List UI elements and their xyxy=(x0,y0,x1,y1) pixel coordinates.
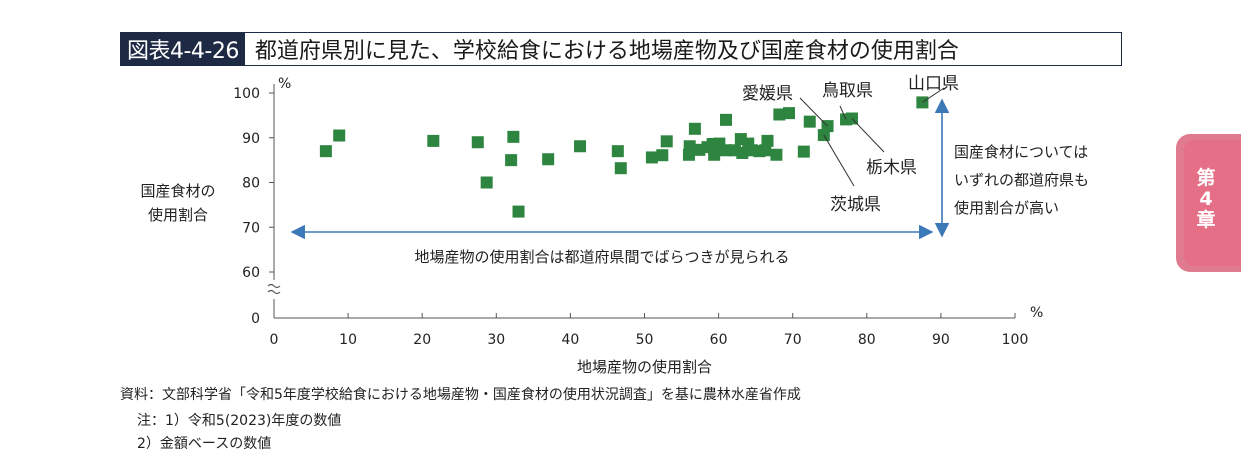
x-tick-label: 60 xyxy=(710,332,728,348)
y-tick-label: 100 xyxy=(233,86,260,102)
y-tick-label: 90 xyxy=(242,131,260,147)
y-tick-label: 80 xyxy=(242,176,260,192)
data-point xyxy=(505,154,518,167)
data-point xyxy=(427,134,440,147)
figure-number: 図表4-4-26 xyxy=(121,33,245,65)
data-point xyxy=(688,122,701,135)
x-tick-label: 0 xyxy=(270,332,279,348)
x-tick-label: 80 xyxy=(858,332,876,348)
data-point xyxy=(736,146,749,159)
data-point xyxy=(761,134,774,147)
chapter-label-line2: 4 xyxy=(1199,188,1213,210)
annotation-horizontal: 地場産物の使用割合は都道府県間でばらつきが見られる xyxy=(414,248,789,266)
annotation-vertical-line: いずれの都道府県も xyxy=(954,171,1089,189)
note-2: 2）金額ベースの数値 xyxy=(137,436,272,452)
x-axis-title: 地場産物の使用割合 xyxy=(577,358,712,376)
data-point xyxy=(803,115,816,128)
data-point xyxy=(770,148,783,161)
callout-label: 鳥取県 xyxy=(822,81,873,101)
figure-title-bar: 図表4-4-26 都道府県別に見た、学校給食における地場産物及び国産食材の使用割… xyxy=(120,32,1122,66)
x-tick-label: 70 xyxy=(784,332,802,348)
y-unit-label: % xyxy=(278,76,291,92)
x-tick-label: 90 xyxy=(932,332,950,348)
chapter-tab[interactable] xyxy=(1176,134,1241,272)
data-point xyxy=(319,145,332,158)
data-point xyxy=(614,162,627,175)
axis-break-mark xyxy=(267,283,281,295)
callout-leader xyxy=(839,105,847,120)
y-axis-title-line: 国産食材の xyxy=(140,182,215,200)
annotation-vertical-line: 使用割合が高い xyxy=(954,199,1059,217)
callout-label: 栃木県 xyxy=(866,158,917,178)
data-point xyxy=(773,108,786,121)
data-point xyxy=(542,153,555,166)
data-point xyxy=(480,176,493,189)
chapter-label-line3: 章 xyxy=(1196,209,1216,231)
annotation-vertical-line: 国産食材については xyxy=(954,143,1088,161)
data-point xyxy=(611,145,624,158)
x-tick-label: 10 xyxy=(339,332,357,348)
callout-leader xyxy=(823,134,855,187)
data-point xyxy=(512,205,525,218)
data-point xyxy=(660,135,673,148)
data-point xyxy=(683,140,696,153)
callout-label: 茨城県 xyxy=(830,195,881,215)
source-note: 資料：文部科学省「令和5年度学校給食における地場産物・国産食材の使用状況調査」を… xyxy=(120,387,801,403)
callout-leader xyxy=(851,118,885,153)
x-tick-label: 50 xyxy=(636,332,654,348)
data-point xyxy=(507,130,520,143)
x-tick-label: 40 xyxy=(561,332,579,348)
data-point xyxy=(782,107,795,120)
y-axis-title-line: 使用割合 xyxy=(148,206,208,224)
x-unit-label: % xyxy=(1030,305,1043,321)
chapter-label: 第 4 章 xyxy=(1186,168,1226,231)
data-point xyxy=(645,151,658,164)
callout-label: 愛媛県 xyxy=(742,84,793,104)
x-tick-label: 30 xyxy=(487,332,505,348)
data-point xyxy=(471,136,484,149)
data-point xyxy=(797,145,810,158)
note-1: 注：1）令和5(2023)年度の数値 xyxy=(137,413,342,429)
data-point xyxy=(656,149,669,162)
y-tick-label: 70 xyxy=(242,220,260,236)
data-point xyxy=(333,129,346,142)
callout-leader xyxy=(922,87,945,103)
x-tick-label: 20 xyxy=(413,332,431,348)
data-point xyxy=(720,113,733,126)
data-point xyxy=(759,144,772,157)
x-tick-label: 100 xyxy=(1002,332,1029,348)
scatter-chart: 0 60 70 80 90 100 0 10 20 30 40 50 60 70 80 90 100%% 地場産物… xyxy=(140,74,1089,376)
callout-leader xyxy=(799,97,828,127)
y-tick-label: 0 xyxy=(251,311,260,327)
y-tick-label: 60 xyxy=(242,265,260,281)
data-point xyxy=(708,148,721,161)
callout-label: 山口県 xyxy=(908,74,959,94)
chapter-label-line1: 第 xyxy=(1196,167,1216,189)
figure-title: 都道府県別に見た、学校給食における地場産物及び国産食材の使用割合 xyxy=(254,39,959,64)
data-point xyxy=(574,140,587,153)
